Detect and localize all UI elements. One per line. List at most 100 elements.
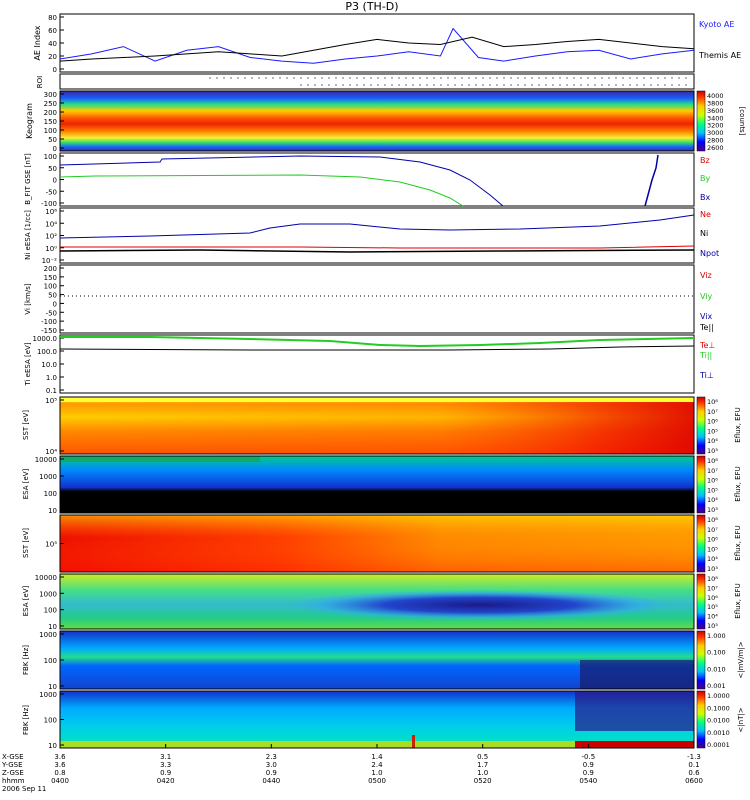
- roi-dot: [636, 84, 638, 86]
- sst-ion-colorbar-tick: 10⁵: [707, 545, 718, 553]
- x-tick-label: 0.6: [688, 769, 700, 777]
- bfield-by-line: [59, 174, 464, 207]
- sst-ion-colorbar-tick: 10⁷: [707, 526, 718, 534]
- x-tick-label: 0.9: [266, 769, 277, 777]
- roi-dot: [230, 77, 232, 79]
- roi-dot: [615, 84, 617, 86]
- roi-dot: [517, 84, 519, 86]
- fbk-e-yticks: 1000 100 10: [39, 631, 64, 691]
- roi-dot: [664, 84, 666, 86]
- roi-dot: [356, 77, 358, 79]
- roi-dot: [321, 84, 323, 86]
- x-tick-label: 0420: [157, 777, 175, 785]
- keogram-colorbar-tick: 3600: [707, 107, 724, 115]
- roi-dot: [657, 77, 659, 79]
- x-tick-label: -0.5: [581, 753, 595, 761]
- velocity-ytick-label: -50: [46, 309, 57, 317]
- bfield-ytick-label: 0: [53, 177, 57, 185]
- keogram-colorbar-tick: 3200: [707, 122, 724, 130]
- x-tick-label: 0500: [368, 777, 386, 785]
- sst-ion-colorbar: [696, 514, 706, 573]
- roi-dot: [433, 84, 435, 86]
- roi-dot: [405, 77, 407, 79]
- keogram-ytick-label: 200: [44, 109, 57, 117]
- density-ytick-label: 10⁰: [45, 245, 57, 253]
- roi-dot: [601, 84, 603, 86]
- esa-electron-ylabel: ESA [eV]: [22, 468, 30, 499]
- roi-dot: [286, 77, 288, 79]
- roi-dot: [671, 84, 673, 86]
- x-tick-label: 1.7: [477, 761, 488, 769]
- roi-dot: [489, 84, 491, 86]
- ae-ytick-label: 0: [53, 66, 57, 74]
- keogram-ylabel: Keogram: [25, 103, 34, 139]
- legend-te-par: Te||: [699, 323, 714, 332]
- esa-electron-colorbar-label: Eflux, EFU: [734, 466, 742, 501]
- roi-dot: [482, 84, 484, 86]
- legend-kyoto-ae: Kyoto AE: [699, 20, 734, 29]
- roi-dot: [237, 77, 239, 79]
- roi-dot: [433, 77, 435, 79]
- roi-dot: [510, 77, 512, 79]
- density-ne-line: [60, 245, 695, 249]
- roi-dot: [580, 84, 582, 86]
- roi-dot: [405, 84, 407, 86]
- roi-dot: [461, 84, 463, 86]
- x-axis: X-GSE Y-GSE Z-GSE hhmm 2006 Sep 11 3.63.…: [1, 744, 703, 793]
- fbk-e-ytick-label: 100: [44, 657, 57, 665]
- roi-dot: [328, 77, 330, 79]
- roi-dot: [657, 84, 659, 86]
- roi-dot: [510, 84, 512, 86]
- keogram-ytick-label: 100: [44, 127, 57, 135]
- roi-dot: [664, 77, 666, 79]
- density-ytick-label: 10⁴: [45, 220, 57, 228]
- roi-dot: [517, 77, 519, 79]
- roi-dot: [650, 77, 652, 79]
- esa-electron-colorbar-tick: 10⁶: [707, 477, 718, 485]
- roi-dot: [496, 77, 498, 79]
- keogram-ytick-label: 250: [44, 100, 57, 108]
- x-tick-label: 0.9: [583, 761, 594, 769]
- roi-dot: [440, 84, 442, 86]
- bfield-bx-line-2: [644, 154, 659, 207]
- roi-dot: [671, 77, 673, 79]
- roi-dot: [643, 84, 645, 86]
- roi-dot: [426, 84, 428, 86]
- x-tick-label: 1.0: [477, 769, 488, 777]
- xrow-label-time: hhmm: [2, 777, 25, 785]
- ae-ytick-label: 40: [48, 40, 57, 48]
- esa-ion-colorbar-tick: 10⁶: [707, 594, 718, 602]
- sst-electron-yticks: 10⁵ 10⁴: [45, 397, 64, 456]
- roi-dot: [419, 84, 421, 86]
- sst-ion-colorbar-tick: 10⁸: [707, 516, 718, 524]
- legend-themis-ae: Themis AE: [698, 51, 741, 60]
- x-tick-label: 0.8: [54, 769, 65, 777]
- keogram-ytick-label: 300: [44, 91, 57, 99]
- sst-ion-colorbar-tick: 10³: [707, 565, 718, 573]
- esa-ion-ytick-label: 10000: [35, 574, 57, 582]
- temperature-ytick-label: 0.1: [46, 387, 57, 395]
- roi-dot: [503, 84, 505, 86]
- legend-ti-par: Ti||: [699, 351, 712, 360]
- panel-density: 10⁶ 10⁴ 10² 10⁰ 10⁻² Ni eESA [1/cc] Ne Ni Np…: [24, 207, 719, 265]
- roi-dot: [531, 77, 533, 79]
- roi-dot: [650, 84, 652, 86]
- roi-dot: [244, 77, 246, 79]
- roi-dot: [594, 84, 596, 86]
- bfield-bx-line: [59, 155, 504, 207]
- xrow-label-date: 2006 Sep 11: [2, 785, 46, 793]
- x-tick-label: 2.4: [371, 761, 383, 769]
- temperature-te-line: [59, 345, 695, 351]
- ae-ylabel: AE Index: [33, 25, 42, 60]
- ae-series: [59, 27, 695, 64]
- fbk-e-colorbar: [696, 630, 706, 690]
- roi-dot: [475, 77, 477, 79]
- bfield-ytick-label: -50: [46, 188, 57, 196]
- bfield-ytick-label: 50: [48, 165, 57, 173]
- esa-ion-colorbar-label: Eflux, EFU: [734, 583, 742, 618]
- keogram-colorbar-tick: 3400: [707, 114, 724, 122]
- esa-ion-colorbar-tick: 10³: [707, 622, 718, 630]
